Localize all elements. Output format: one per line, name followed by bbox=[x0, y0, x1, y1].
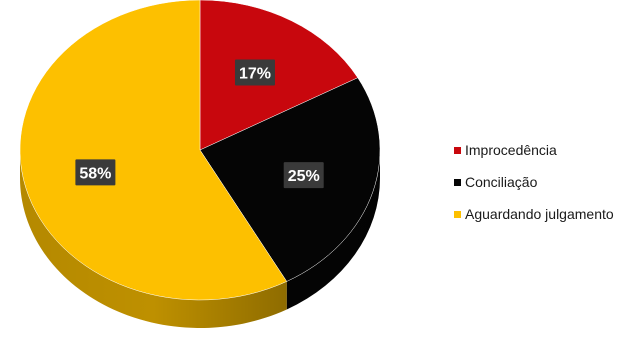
data-label-text: 17% bbox=[239, 66, 271, 83]
legend-swatch bbox=[454, 146, 461, 154]
data-label: 17% bbox=[234, 59, 275, 86]
legend: Improcedência Conciliação Aguardando jul… bbox=[454, 134, 614, 230]
data-label-text: 58% bbox=[79, 165, 111, 182]
data-label-box bbox=[75, 159, 116, 186]
legend-item: Conciliação bbox=[454, 166, 614, 198]
legend-label: Conciliação bbox=[465, 174, 538, 190]
pie-slice-side-shading bbox=[286, 150, 380, 310]
legend-item: Aguardando julgamento bbox=[454, 198, 614, 230]
legend-label: Improcedência bbox=[465, 142, 557, 158]
pie-slice bbox=[199, 0, 359, 151]
data-label: 58% bbox=[75, 159, 116, 186]
legend-swatch bbox=[454, 178, 461, 186]
data-label: 25% bbox=[283, 162, 324, 189]
data-label-box bbox=[234, 59, 275, 86]
legend-item: Improcedência bbox=[454, 134, 614, 166]
legend-swatch bbox=[454, 210, 461, 218]
data-label-box bbox=[283, 162, 324, 189]
legend-label: Aguardando julgamento bbox=[465, 206, 614, 222]
data-label-text: 25% bbox=[288, 168, 320, 185]
pie-slice-side-shading bbox=[20, 150, 287, 329]
pie-slice bbox=[19, 0, 288, 301]
